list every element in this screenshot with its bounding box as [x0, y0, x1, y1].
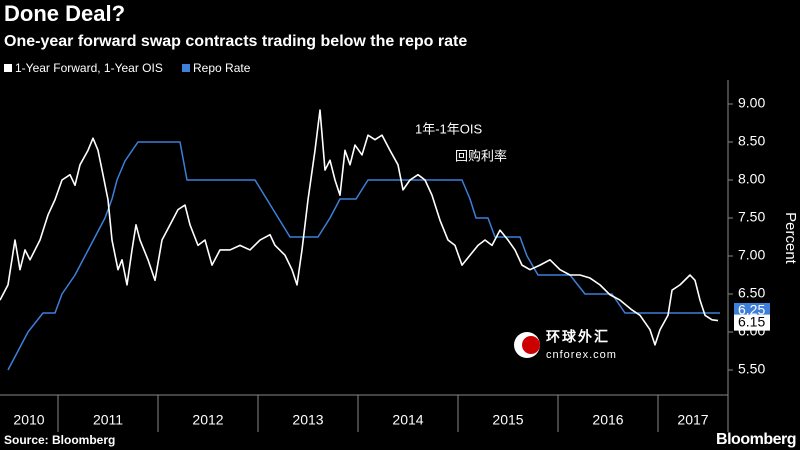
chart-title: Done Deal?	[4, 1, 125, 26]
x-tick-label: 2014	[392, 412, 423, 428]
line	[0, 109, 719, 346]
y-tick-label: 5.50	[738, 361, 765, 377]
last-value-box	[734, 314, 770, 331]
y-tick-label: 8.00	[738, 171, 765, 187]
source: Source: Bloomberg	[4, 433, 115, 447]
legend-swatch	[4, 64, 12, 72]
legend-swatch	[182, 64, 190, 72]
legend-label: 1-Year Forward, 1-Year OIS	[15, 61, 163, 75]
annotation: 回购利率	[455, 148, 507, 163]
last-value-label: 6.15	[738, 313, 765, 329]
y-tick-label: 6.50	[738, 285, 765, 301]
x-tick-label: 2012	[192, 412, 223, 428]
y-axis-label: Percent	[782, 212, 799, 265]
y-tick-label: 7.00	[738, 247, 765, 263]
brand: Bloomberg	[716, 431, 796, 448]
watermark-logo	[522, 336, 540, 354]
y-tick-label: 9.00	[738, 95, 765, 111]
x-tick-label: 2011	[93, 412, 123, 428]
last-value-label: 6.25	[738, 302, 765, 318]
x-tick-label: 2013	[292, 412, 323, 428]
chart-subtitle: One-year forward swap contracts trading …	[4, 33, 467, 50]
x-tick-label: 2017	[677, 412, 708, 428]
x-tick-label: 2016	[592, 412, 623, 428]
y-tick-label: 7.50	[738, 209, 765, 225]
x-tick-label: 2010	[13, 412, 44, 428]
watermark: cnforex.com	[546, 349, 617, 361]
y-tick-label: 8.50	[738, 133, 765, 149]
legend-label: Repo Rate	[193, 61, 251, 75]
x-tick-label: 2015	[492, 412, 523, 428]
annotation: 1年-1年OIS	[415, 121, 483, 136]
watermark: 环球外汇	[546, 329, 610, 345]
